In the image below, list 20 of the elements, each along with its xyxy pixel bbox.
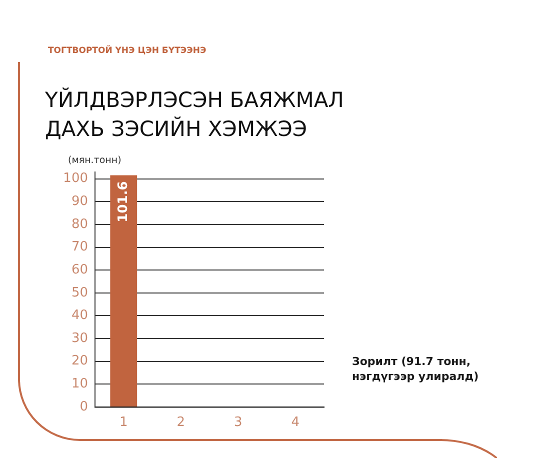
- x-tick-label: 4: [291, 415, 300, 430]
- y-tick-label: 70: [71, 240, 88, 255]
- chart-subtitle: ТОГТВОРТОЙ ҮНЭ ЦЭН БҮТЭЭНЭ: [48, 46, 206, 56]
- y-tick-label: 20: [71, 354, 88, 369]
- y-tick-label: 40: [71, 308, 88, 324]
- x-tick-label: 3: [234, 415, 242, 430]
- text: Зорилт (91.7 тонн, нэгдүгээр улиралд): [352, 354, 480, 384]
- x-tick-label: 2: [176, 415, 186, 430]
- y-axis-title: (мян.тонн): [68, 155, 122, 166]
- y-tick-label: 0: [80, 399, 88, 414]
- y-tick-label: 90: [71, 194, 88, 210]
- x-tick-label: 1: [119, 415, 128, 430]
- y-tick-label: 50: [71, 285, 88, 300]
- y-tick-label: 100: [63, 171, 88, 186]
- y-tick-label: 80: [71, 216, 88, 232]
- y-tick-label: 10: [71, 376, 88, 392]
- y-tick-label: 30: [71, 330, 88, 346]
- chart-title: ҮЙЛДВЭРЛЭСЭН БАЯЖМАЛ ДАХЬ ЗЭСИЙН ХЭМЖЭЭ: [45, 86, 345, 143]
- y-tick-label: 60: [71, 262, 88, 278]
- data-label: 101.6: [116, 181, 131, 222]
